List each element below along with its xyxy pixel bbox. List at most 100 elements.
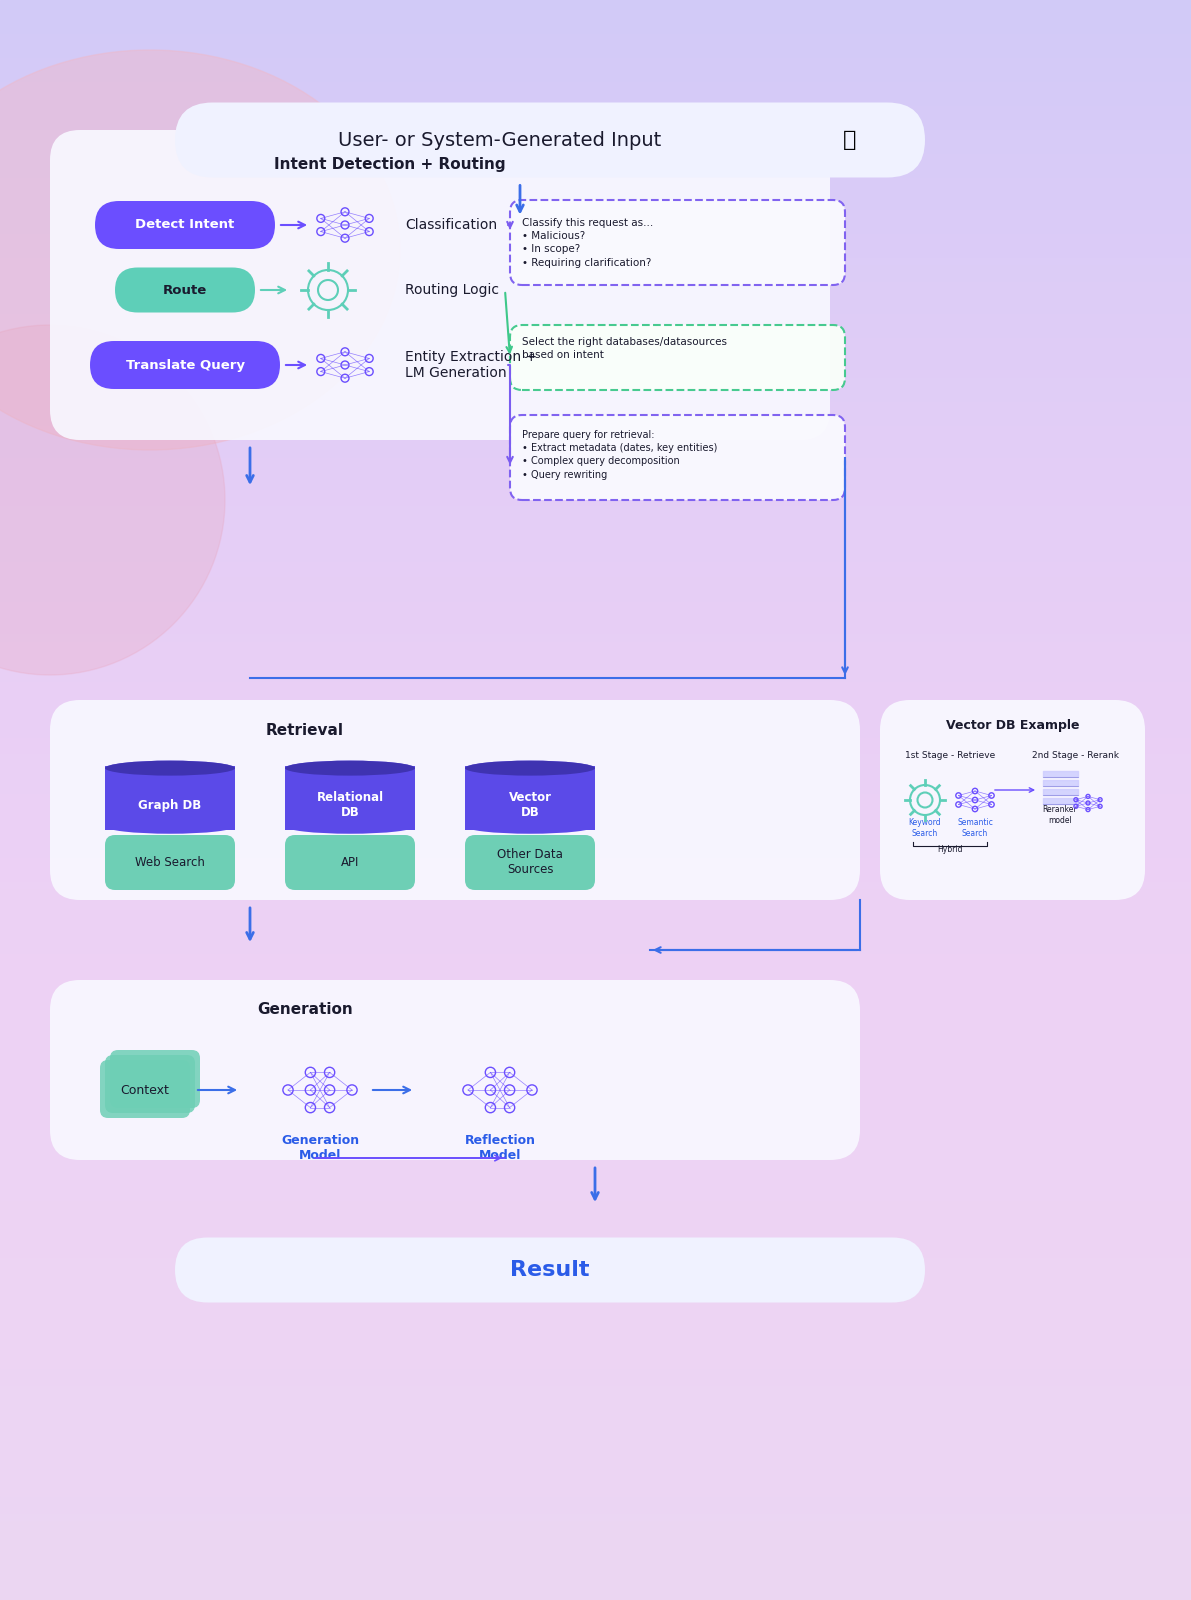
Bar: [0, 1248, 1191, 1256]
Bar: [0, 912, 1191, 920]
Bar: [0, 1272, 1191, 1280]
Bar: [0, 616, 1191, 624]
Bar: [0, 944, 1191, 952]
Bar: [0, 1576, 1191, 1584]
Text: Generation: Generation: [257, 1003, 353, 1018]
Bar: [0, 768, 1191, 776]
Bar: [0, 536, 1191, 544]
Bar: [0, 1560, 1191, 1568]
Bar: [0, 496, 1191, 504]
Bar: [0, 360, 1191, 368]
Bar: [0, 408, 1191, 416]
Bar: [0, 312, 1191, 320]
Bar: [0, 1376, 1191, 1384]
Bar: [0, 456, 1191, 464]
FancyBboxPatch shape: [105, 766, 235, 830]
Ellipse shape: [285, 760, 414, 776]
Bar: [0, 1056, 1191, 1064]
Bar: [0, 72, 1191, 80]
Bar: [0, 1296, 1191, 1304]
Bar: [0, 320, 1191, 328]
Bar: [0, 1000, 1191, 1008]
Bar: [0, 152, 1191, 160]
Bar: [0, 192, 1191, 200]
Bar: [0, 1520, 1191, 1528]
Bar: [0, 928, 1191, 936]
Bar: [0, 1488, 1191, 1496]
Bar: [0, 592, 1191, 600]
FancyBboxPatch shape: [285, 835, 414, 890]
Bar: [0, 752, 1191, 760]
FancyBboxPatch shape: [464, 835, 596, 890]
Bar: [0, 688, 1191, 696]
Bar: [0, 664, 1191, 672]
Bar: [0, 16, 1191, 24]
Text: 1st Stage - Retrieve: 1st Stage - Retrieve: [905, 750, 996, 760]
Bar: [0, 1040, 1191, 1048]
Bar: [0, 728, 1191, 736]
Bar: [0, 672, 1191, 680]
Bar: [0, 1160, 1191, 1168]
Text: Keyword
Search: Keyword Search: [909, 818, 941, 838]
Bar: [0, 704, 1191, 712]
FancyBboxPatch shape: [105, 1054, 195, 1114]
Bar: [0, 64, 1191, 72]
Bar: [0, 1384, 1191, 1392]
Bar: [0, 936, 1191, 944]
Bar: [0, 832, 1191, 840]
Bar: [0, 1352, 1191, 1360]
Text: Relational
DB: Relational DB: [317, 790, 384, 819]
Text: Detect Intent: Detect Intent: [136, 219, 235, 232]
Bar: [0, 552, 1191, 560]
Bar: [0, 600, 1191, 608]
Text: Generation
Model: Generation Model: [281, 1134, 358, 1162]
Bar: [0, 208, 1191, 216]
Bar: [0, 1392, 1191, 1400]
Bar: [0, 1016, 1191, 1024]
Bar: [0, 352, 1191, 360]
Bar: [0, 8, 1191, 16]
Ellipse shape: [464, 760, 596, 776]
Text: Classification: Classification: [405, 218, 497, 232]
Text: Route: Route: [163, 283, 207, 296]
Ellipse shape: [464, 819, 596, 834]
Bar: [0, 568, 1191, 576]
Text: Reranker
model: Reranker model: [1042, 805, 1078, 824]
Bar: [0, 1368, 1191, 1376]
Bar: [0, 136, 1191, 144]
Text: Vector DB Example: Vector DB Example: [946, 718, 1079, 731]
Text: Semantic
Search: Semantic Search: [958, 818, 993, 838]
Bar: [0, 1072, 1191, 1080]
Ellipse shape: [0, 50, 400, 450]
Text: Vector
DB: Vector DB: [509, 790, 551, 819]
Bar: [0, 168, 1191, 176]
Bar: [0, 1344, 1191, 1352]
Bar: [0, 40, 1191, 48]
Bar: [0, 416, 1191, 424]
FancyBboxPatch shape: [116, 267, 255, 312]
Bar: [0, 520, 1191, 528]
Text: Routing Logic: Routing Logic: [405, 283, 499, 298]
Bar: [0, 528, 1191, 536]
Bar: [0, 1552, 1191, 1560]
Bar: [0, 1232, 1191, 1240]
Bar: [0, 816, 1191, 824]
Bar: [0, 1336, 1191, 1344]
Bar: [0, 1312, 1191, 1320]
Bar: [0, 328, 1191, 336]
Bar: [0, 904, 1191, 912]
Text: Hybrid: Hybrid: [937, 845, 962, 854]
Text: Result: Result: [510, 1261, 590, 1280]
Bar: [0, 632, 1191, 640]
FancyBboxPatch shape: [175, 102, 925, 178]
Bar: [0, 432, 1191, 440]
Bar: [0, 864, 1191, 872]
Bar: [0, 1184, 1191, 1192]
Bar: [0, 1360, 1191, 1368]
Text: Reflection
Model: Reflection Model: [464, 1134, 536, 1162]
Bar: [0, 656, 1191, 664]
FancyBboxPatch shape: [50, 701, 860, 899]
Bar: [0, 1048, 1191, 1056]
Bar: [0, 920, 1191, 928]
FancyBboxPatch shape: [175, 1237, 925, 1302]
